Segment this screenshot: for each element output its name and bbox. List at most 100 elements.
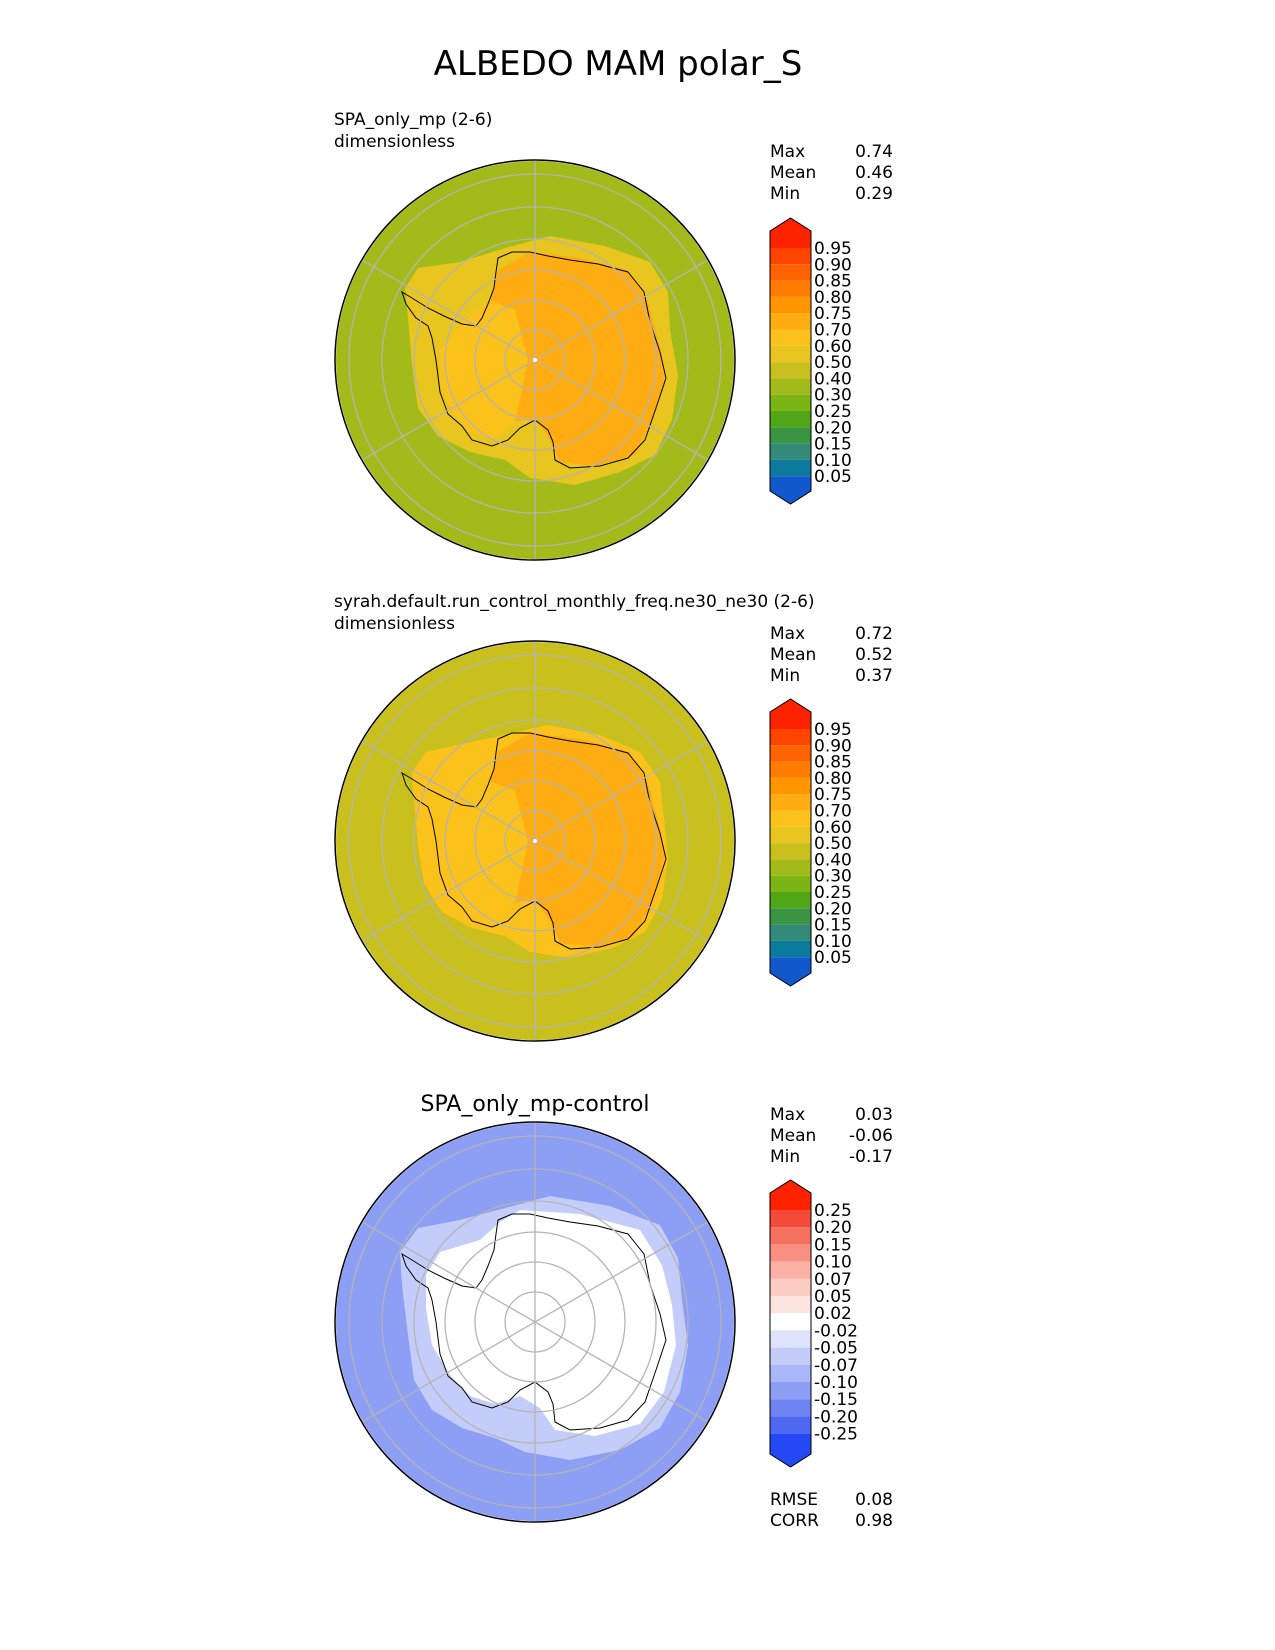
stats-block: Max 0.74 Mean 0.46 Min 0.29 [770, 142, 893, 204]
colorbar-tick-label: 0.10 [814, 451, 852, 471]
colorbar-tick-label: 0.40 [814, 369, 852, 389]
colorbar-segment [770, 1313, 811, 1331]
colorbar-segment [770, 794, 811, 811]
colorbar-tick-label: -0.02 [814, 1321, 858, 1341]
colorbar-segment [770, 875, 811, 892]
colorbar-tick-label: 0.60 [814, 818, 852, 838]
colorbar-tick-label: 0.05 [814, 467, 852, 487]
colorbar-segment [770, 843, 811, 860]
colorbar-segment [770, 1261, 811, 1279]
colorbar-tick-label: 0.95 [814, 720, 852, 740]
stat-min-value: 0.29 [855, 184, 893, 204]
colorbar-segment [770, 908, 811, 925]
colorbar-tick-label: 0.70 [814, 321, 852, 341]
figure-title: ALBEDO MAM polar_S [434, 44, 803, 84]
colorbar-tick-label: 0.80 [814, 769, 852, 789]
colorbar-tick-label: 0.50 [814, 834, 852, 854]
colorbar-segment [770, 218, 811, 248]
stat-corr-label: CORR [770, 1511, 819, 1531]
colorbar-segment [770, 427, 811, 444]
colorbar-segment [770, 957, 811, 986]
colorbar-tick-label: 0.70 [814, 802, 852, 822]
colorbar-tick-label: 0.90 [814, 255, 852, 275]
stat-max-value: 0.03 [855, 1105, 893, 1125]
colorbar-segment [770, 810, 811, 827]
stats-block: Max 0.03 Mean -0.06 Min -0.17 [770, 1105, 893, 1167]
coastline [401, 251, 667, 469]
stat-mean-label: Mean [770, 645, 816, 665]
west-antarctica-field [440, 781, 528, 921]
colorbar-tick-label: 0.20 [814, 1218, 852, 1238]
colorbar-segment [770, 264, 811, 281]
colorbar-segment [770, 729, 811, 746]
colorbar-tick-label: -0.15 [814, 1390, 858, 1410]
colorbar-outline [769, 698, 812, 987]
panel-3-title: SPA_only_mp-control [420, 1092, 649, 1117]
colorbar-segment [770, 248, 811, 265]
colorbar-tick-label: 0.25 [814, 402, 852, 422]
colorbar-segment [770, 1180, 811, 1210]
panel-2-map [336, 642, 734, 1040]
panel-3: SPA_only_mp-control Max 0.03 Mean -0.06 … [334, 1092, 893, 1531]
colorbar-tick-label: 0.05 [814, 948, 852, 968]
panel-1-title: SPA_only_mp (2-6) [334, 110, 492, 130]
colorbar-tick-label: 0.30 [814, 867, 852, 887]
panel-2: syrah.default.run_control_monthly_freq.n… [334, 592, 893, 1042]
colorbar-tick-label: 0.15 [814, 1235, 852, 1255]
map-frame [334, 640, 736, 1042]
colorbar-tick-label: 0.10 [814, 932, 852, 952]
colorbar-segment [770, 699, 811, 729]
colorbar-tick-label: -0.25 [814, 1425, 858, 1445]
stat-min-label: Min [770, 1147, 800, 1167]
panel-1-map [336, 161, 734, 559]
colorbar: 0.250.200.150.100.070.050.02-0.02-0.05-0… [769, 1179, 858, 1468]
colorbar-tick-label: 0.95 [814, 239, 852, 259]
colorbar-segment [770, 826, 811, 844]
colorbar-tick-label: 0.05 [814, 1287, 852, 1307]
stat-rmse-label: RMSE [770, 1490, 818, 1510]
colorbar-tick-label: 0.02 [814, 1304, 852, 1324]
stat-mean-value: 0.52 [855, 645, 893, 665]
colorbar-segment [770, 761, 811, 778]
colorbar-segment [770, 924, 811, 941]
colorbar-segment [770, 1382, 811, 1400]
colorbar-segment [770, 745, 811, 762]
colorbar-segment [770, 777, 811, 795]
stat-min-value: -0.17 [849, 1147, 893, 1167]
colorbar-segment [770, 1416, 811, 1434]
colorbar-tick-label: 0.85 [814, 753, 852, 773]
coastline [401, 1213, 667, 1431]
colorbar-segment [770, 313, 811, 330]
stat-rmse-value: 0.08 [855, 1490, 893, 1510]
map-frame [334, 159, 736, 561]
graticule [348, 1123, 722, 1521]
panel-2-units: dimensionless [334, 614, 455, 634]
colorbar-tick-label: 0.90 [814, 736, 852, 756]
colorbar-segment [770, 443, 811, 460]
colorbar-segment [770, 329, 811, 346]
colorbar-segment [770, 892, 811, 909]
colorbar-tick-label: 0.85 [814, 272, 852, 292]
colorbar-tick-label: 0.50 [814, 353, 852, 373]
colorbar-segment [770, 1347, 811, 1365]
stat-max-label: Max [770, 624, 805, 644]
colorbar-segment [770, 296, 811, 314]
stat-max-value: 0.72 [855, 624, 893, 644]
colorbar-tick-label: 0.60 [814, 337, 852, 357]
stats-block: Max 0.72 Mean 0.52 Min 0.37 [770, 624, 893, 686]
colorbar-segment [770, 459, 811, 477]
stat-min-label: Min [770, 184, 800, 204]
colorbar-tick-label: 0.15 [814, 916, 852, 936]
colorbar-segment [770, 1296, 811, 1314]
stat-corr-value: 0.98 [855, 1511, 893, 1531]
colorbar-tick-label: -0.05 [814, 1339, 858, 1359]
colorbar-segment [770, 1364, 811, 1382]
stat-mean-label: Mean [770, 1126, 816, 1146]
colorbar-segment [770, 1244, 811, 1262]
panel-3-map [336, 1123, 734, 1521]
colorbar-tick-label: 0.40 [814, 850, 852, 870]
colorbar-segment [770, 345, 811, 363]
panel-1: SPA_only_mp (2-6) dimensionless Max 0.74… [334, 110, 893, 561]
colorbar: 0.950.900.850.800.750.700.600.500.400.30… [769, 217, 852, 505]
colorbar-segment [770, 1210, 811, 1228]
